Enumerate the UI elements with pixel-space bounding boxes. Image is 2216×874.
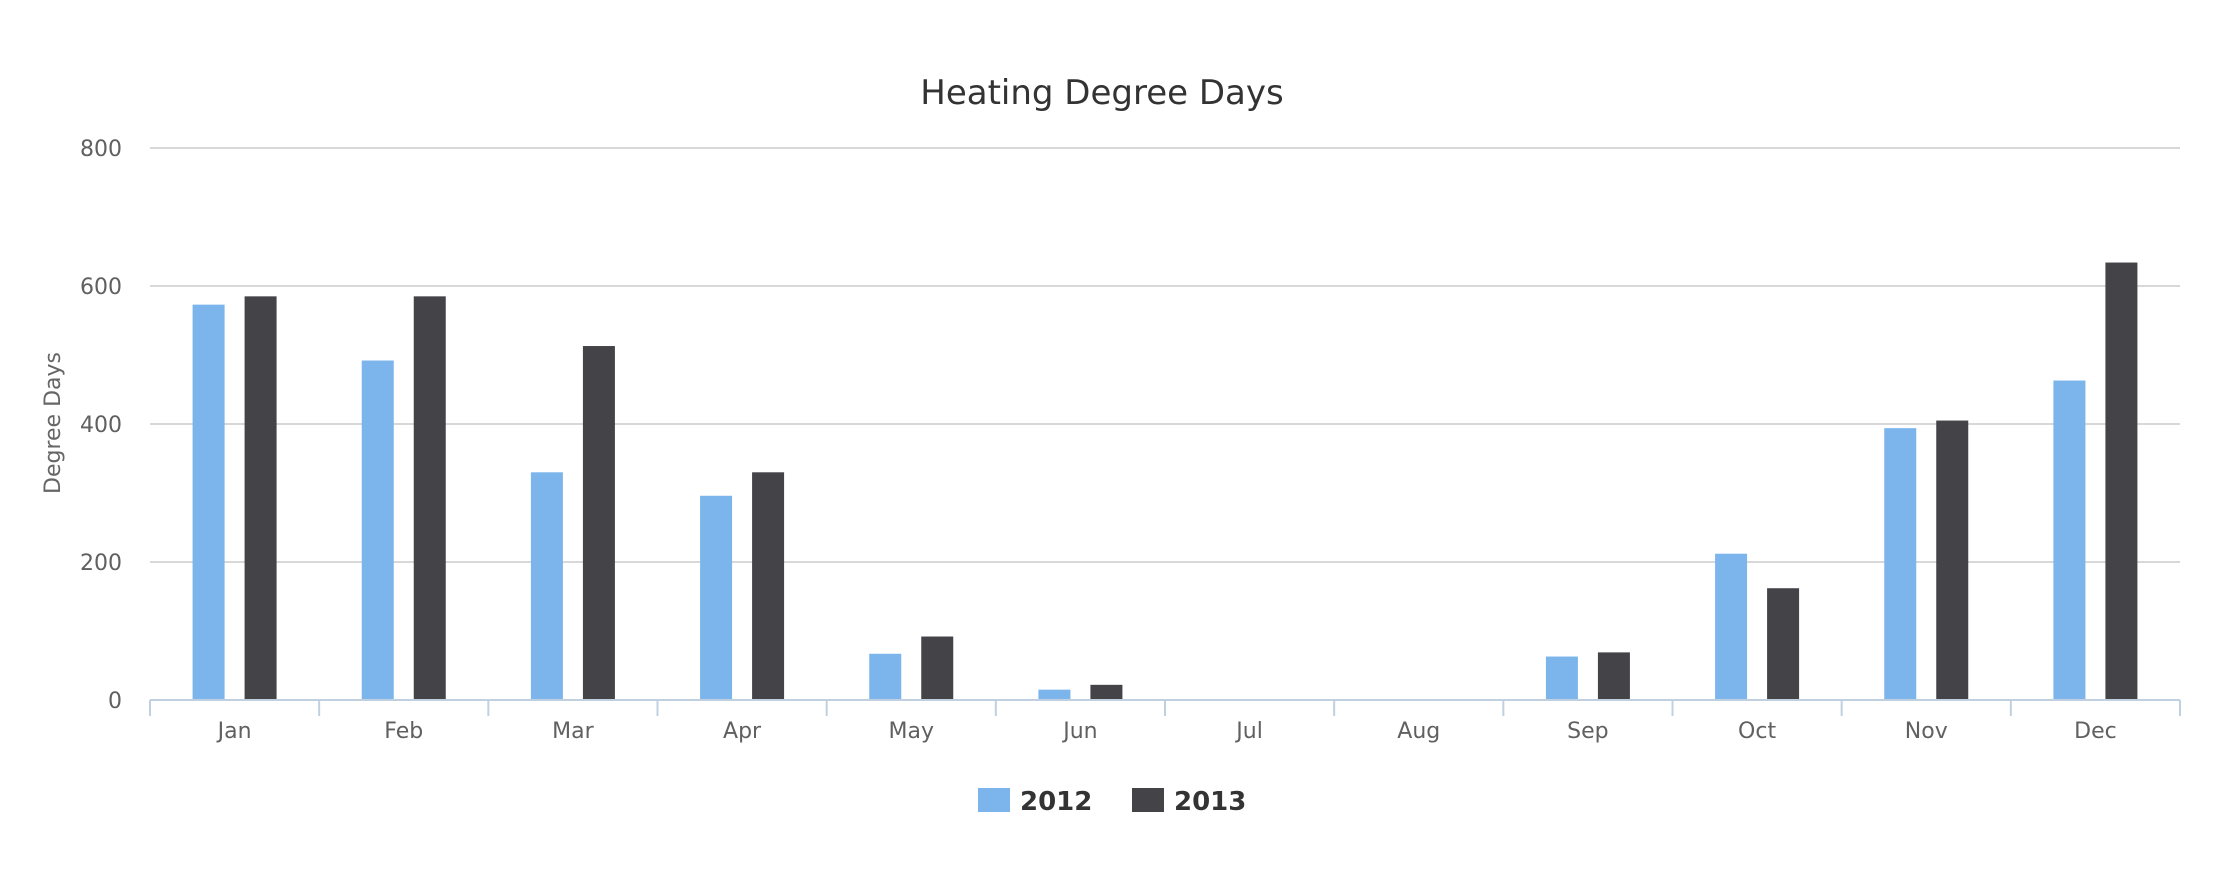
x-tick-label: Jan bbox=[216, 719, 252, 744]
y-tick-label: 0 bbox=[108, 689, 122, 714]
grid-lines bbox=[150, 147, 2180, 563]
bar-2012-May[interactable] bbox=[869, 653, 902, 700]
bar-2012-Jan[interactable] bbox=[192, 304, 225, 700]
bars bbox=[192, 262, 2138, 700]
bar-2013-Feb[interactable] bbox=[413, 296, 446, 700]
bar-2013-Jan[interactable] bbox=[244, 296, 277, 700]
bar-2012-Feb[interactable] bbox=[361, 360, 394, 700]
legend-swatch-2013[interactable] bbox=[1132, 788, 1164, 812]
x-tick-label: Apr bbox=[723, 719, 762, 744]
x-tick-label: Nov bbox=[1905, 719, 1948, 744]
bar-2013-Sep[interactable] bbox=[1597, 652, 1630, 700]
bar-2013-Mar[interactable] bbox=[582, 346, 615, 700]
legend-label-2012[interactable]: 2012 bbox=[1020, 787, 1092, 817]
bar-2013-Jun[interactable] bbox=[1090, 684, 1123, 700]
y-axis-ticks: 0 200 400 600 800 bbox=[80, 137, 122, 714]
bar-2012-Nov[interactable] bbox=[1884, 428, 1917, 700]
bar-2012-Sep[interactable] bbox=[1545, 656, 1578, 700]
x-tick-label: Sep bbox=[1567, 719, 1608, 744]
bar-2012-Oct[interactable] bbox=[1715, 553, 1748, 700]
chart-title: Heating Degree Days bbox=[920, 73, 1283, 113]
x-tick-label: Oct bbox=[1738, 719, 1776, 744]
legend-swatch-2012[interactable] bbox=[978, 788, 1010, 812]
y-tick-label: 600 bbox=[80, 275, 122, 300]
x-tick-label: May bbox=[889, 719, 934, 744]
x-tick-label: Mar bbox=[552, 719, 594, 744]
bar-2012-Jun[interactable] bbox=[1038, 689, 1071, 700]
y-tick-label: 800 bbox=[80, 137, 122, 162]
bar-2012-Apr[interactable] bbox=[700, 495, 733, 700]
bar-2012-Mar[interactable] bbox=[530, 472, 563, 700]
legend-label-2013[interactable]: 2013 bbox=[1174, 787, 1246, 817]
y-tick-label: 400 bbox=[80, 413, 122, 438]
y-axis-label: Degree Days bbox=[41, 352, 66, 494]
bar-2013-Dec[interactable] bbox=[2105, 262, 2138, 700]
legend[interactable]: 2012 2013 bbox=[978, 787, 1246, 817]
x-tick-label: Jun bbox=[1061, 719, 1097, 744]
y-tick-label: 200 bbox=[80, 551, 122, 576]
bar-2013-Apr[interactable] bbox=[752, 472, 785, 700]
bar-2012-Dec[interactable] bbox=[2053, 380, 2086, 700]
x-tick-label: Feb bbox=[384, 719, 423, 744]
bar-2013-Nov[interactable] bbox=[1936, 420, 1969, 700]
x-axis: Jan Feb Mar Apr May Jun Jul Aug Sep Oct Nov Dec bbox=[149, 699, 2181, 744]
x-tick-label: Dec bbox=[2074, 719, 2117, 744]
x-tick-label: Jul bbox=[1234, 719, 1263, 744]
x-tick-label: Aug bbox=[1397, 719, 1440, 744]
bar-2013-Oct[interactable] bbox=[1767, 588, 1800, 700]
bar-2013-May[interactable] bbox=[921, 636, 954, 700]
